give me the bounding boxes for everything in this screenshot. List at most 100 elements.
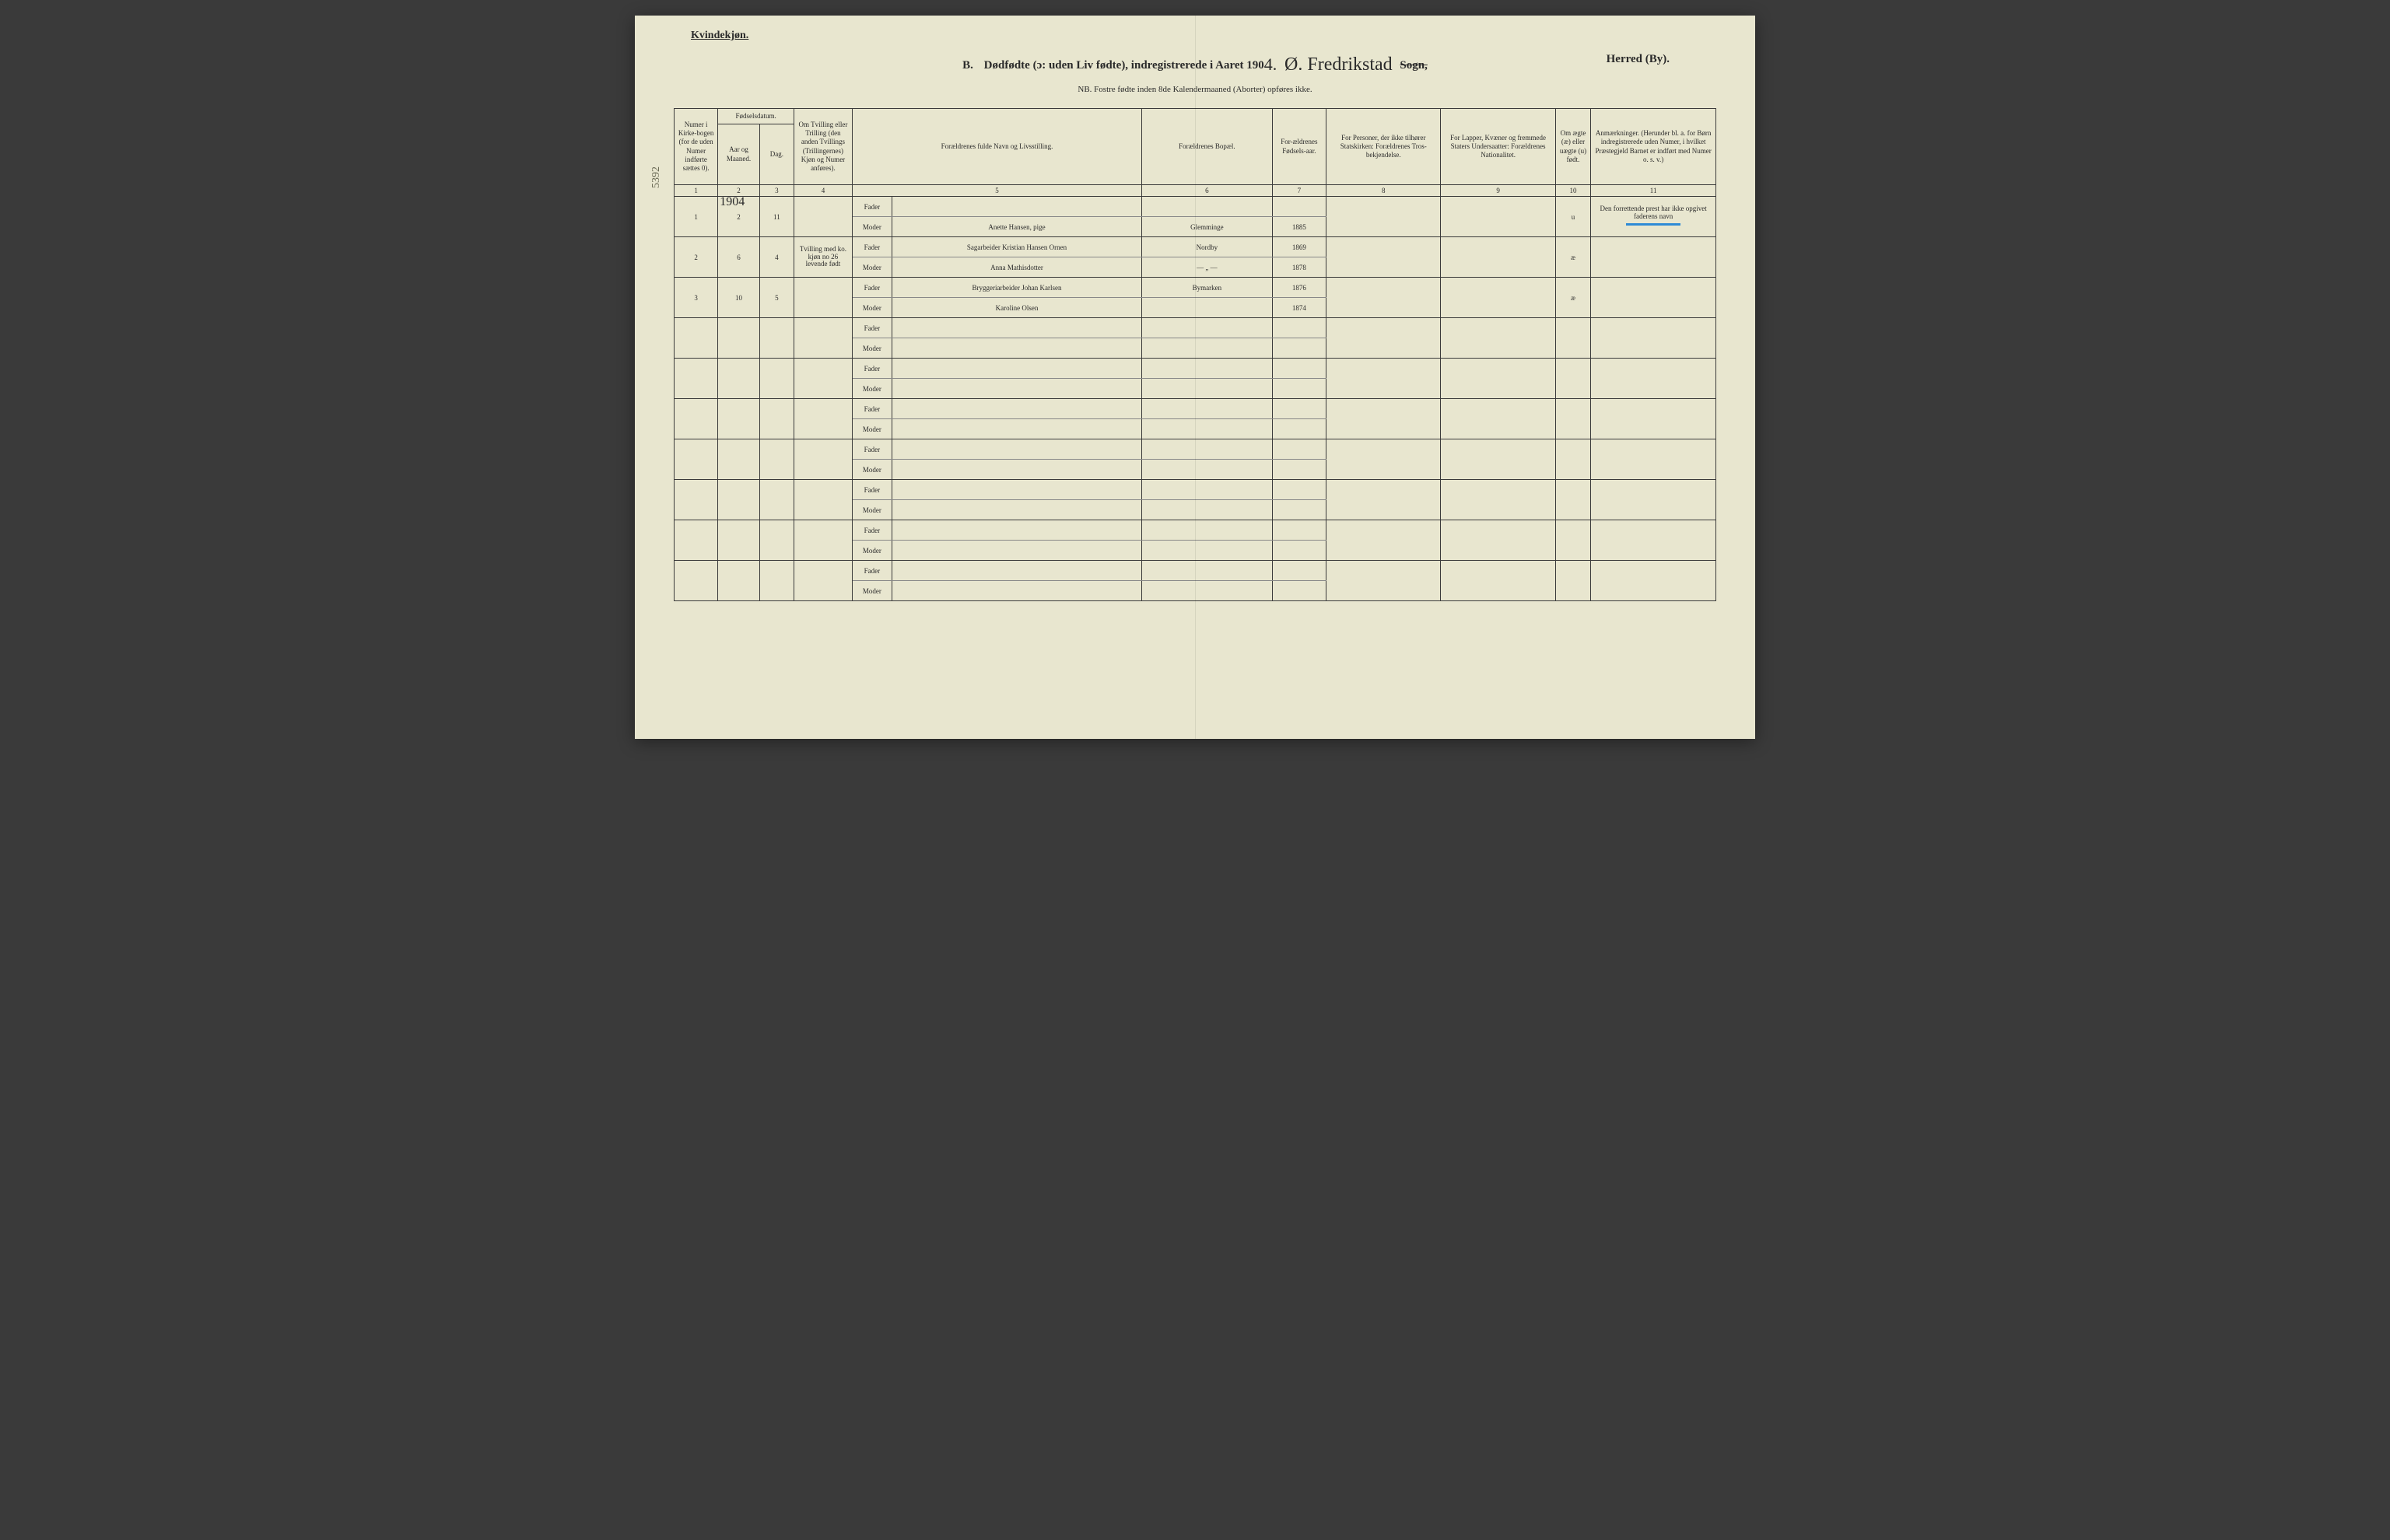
col-header-tros: For Personer, der ikke tilhører Statskir… bbox=[1326, 109, 1441, 185]
num-cell bbox=[675, 480, 718, 520]
moder-label: Moder bbox=[852, 581, 892, 601]
year-above: 1904 bbox=[720, 197, 745, 210]
aar-fader bbox=[1272, 520, 1326, 541]
bopael-moder bbox=[1142, 460, 1272, 480]
nat-cell bbox=[1441, 278, 1555, 318]
col-header-parents: Forældrenes fulde Navn og Livsstilling. bbox=[852, 109, 1141, 185]
bopael-moder bbox=[1142, 541, 1272, 561]
legit-cell: u bbox=[1555, 197, 1591, 237]
bopael-fader bbox=[1142, 561, 1272, 581]
num-cell bbox=[675, 439, 718, 480]
moder-label: Moder bbox=[852, 217, 892, 237]
num-cell: 2 bbox=[675, 237, 718, 278]
twin-cell bbox=[794, 520, 852, 561]
bopael-moder bbox=[1142, 419, 1272, 439]
moder-name bbox=[892, 500, 1141, 520]
bopael-fader bbox=[1142, 359, 1272, 379]
bopael-moder bbox=[1142, 500, 1272, 520]
nat-cell bbox=[1441, 318, 1555, 359]
moder-name bbox=[892, 419, 1141, 439]
herred-label: Herred (By). bbox=[1607, 53, 1670, 66]
day-cell bbox=[759, 318, 794, 359]
month-cell: 10 bbox=[718, 278, 760, 318]
bopael-moder bbox=[1142, 338, 1272, 359]
moder-name bbox=[892, 379, 1141, 399]
day-cell bbox=[759, 520, 794, 561]
month-cell bbox=[718, 520, 760, 561]
fader-name: Bryggeriarbeider Johan Karlsen bbox=[892, 278, 1141, 298]
tros-cell bbox=[1326, 197, 1441, 237]
legit-cell bbox=[1555, 439, 1591, 480]
legit-cell bbox=[1555, 318, 1591, 359]
aar-fader: 1869 bbox=[1272, 237, 1326, 257]
blue-underline-mark bbox=[1626, 223, 1680, 226]
fader-label: Fader bbox=[852, 237, 892, 257]
colnum: 2 bbox=[718, 185, 760, 197]
colnum: 7 bbox=[1272, 185, 1326, 197]
num-cell bbox=[675, 561, 718, 601]
colnum: 6 bbox=[1142, 185, 1272, 197]
aar-moder: 1874 bbox=[1272, 298, 1326, 318]
month-cell bbox=[718, 318, 760, 359]
aar-moder bbox=[1272, 419, 1326, 439]
remarks-cell bbox=[1591, 439, 1716, 480]
day-cell bbox=[759, 439, 794, 480]
bopael-moder: Glemminge bbox=[1142, 217, 1272, 237]
aar-moder: 1878 bbox=[1272, 257, 1326, 278]
moder-label: Moder bbox=[852, 500, 892, 520]
twin-cell bbox=[794, 318, 852, 359]
colnum: 5 bbox=[852, 185, 1141, 197]
legit-cell bbox=[1555, 561, 1591, 601]
bopael-moder bbox=[1142, 581, 1272, 601]
legit-cell bbox=[1555, 399, 1591, 439]
twin-cell bbox=[794, 278, 852, 318]
day-cell: 4 bbox=[759, 237, 794, 278]
month-cell: 21904 bbox=[718, 197, 760, 237]
tros-cell bbox=[1326, 237, 1441, 278]
num-cell bbox=[675, 520, 718, 561]
twin-cell bbox=[794, 439, 852, 480]
tros-cell bbox=[1326, 359, 1441, 399]
nat-cell bbox=[1441, 480, 1555, 520]
aar-fader bbox=[1272, 359, 1326, 379]
col-header-num: Numer i Kirke-bogen (for de uden Numer i… bbox=[675, 109, 718, 185]
col-header-fodsel-group: Fødselsdatum. bbox=[718, 109, 794, 124]
tros-cell bbox=[1326, 399, 1441, 439]
fader-name bbox=[892, 359, 1141, 379]
day-cell bbox=[759, 480, 794, 520]
aar-fader bbox=[1272, 561, 1326, 581]
remarks-cell bbox=[1591, 399, 1716, 439]
title-main: Dødfødte (ɔ: uden Liv fødte), indregistr… bbox=[984, 59, 1264, 72]
col-header-month: Aar og Maaned. bbox=[718, 124, 760, 185]
bopael-moder: — „ — bbox=[1142, 257, 1272, 278]
day-cell: 11 bbox=[759, 197, 794, 237]
num-cell bbox=[675, 399, 718, 439]
fader-label: Fader bbox=[852, 359, 892, 379]
twin-cell bbox=[794, 561, 852, 601]
month-cell bbox=[718, 439, 760, 480]
tros-cell bbox=[1326, 561, 1441, 601]
moder-name: Anette Hansen, pige bbox=[892, 217, 1141, 237]
colnum: 8 bbox=[1326, 185, 1441, 197]
fader-name: Sagarbeider Kristian Hansen Ornen bbox=[892, 237, 1141, 257]
remarks-cell bbox=[1591, 318, 1716, 359]
colnum: 3 bbox=[759, 185, 794, 197]
day-cell: 5 bbox=[759, 278, 794, 318]
nat-cell bbox=[1441, 561, 1555, 601]
gender-heading: Kvindekjøn. bbox=[691, 30, 748, 42]
colnum: 4 bbox=[794, 185, 852, 197]
col-header-remarks: Anmærkninger. (Herunder bl. a. for Børn … bbox=[1591, 109, 1716, 185]
tros-cell bbox=[1326, 318, 1441, 359]
year-handwritten: 4. bbox=[1264, 54, 1277, 75]
num-cell bbox=[675, 318, 718, 359]
nat-cell bbox=[1441, 197, 1555, 237]
aar-moder bbox=[1272, 500, 1326, 520]
col-header-nat: For Lapper, Kvæner og fremmede Staters U… bbox=[1441, 109, 1555, 185]
fader-name bbox=[892, 439, 1141, 460]
remarks-cell bbox=[1591, 359, 1716, 399]
fader-label: Fader bbox=[852, 520, 892, 541]
month-cell bbox=[718, 561, 760, 601]
fader-name bbox=[892, 197, 1141, 217]
aar-fader bbox=[1272, 439, 1326, 460]
day-cell bbox=[759, 561, 794, 601]
